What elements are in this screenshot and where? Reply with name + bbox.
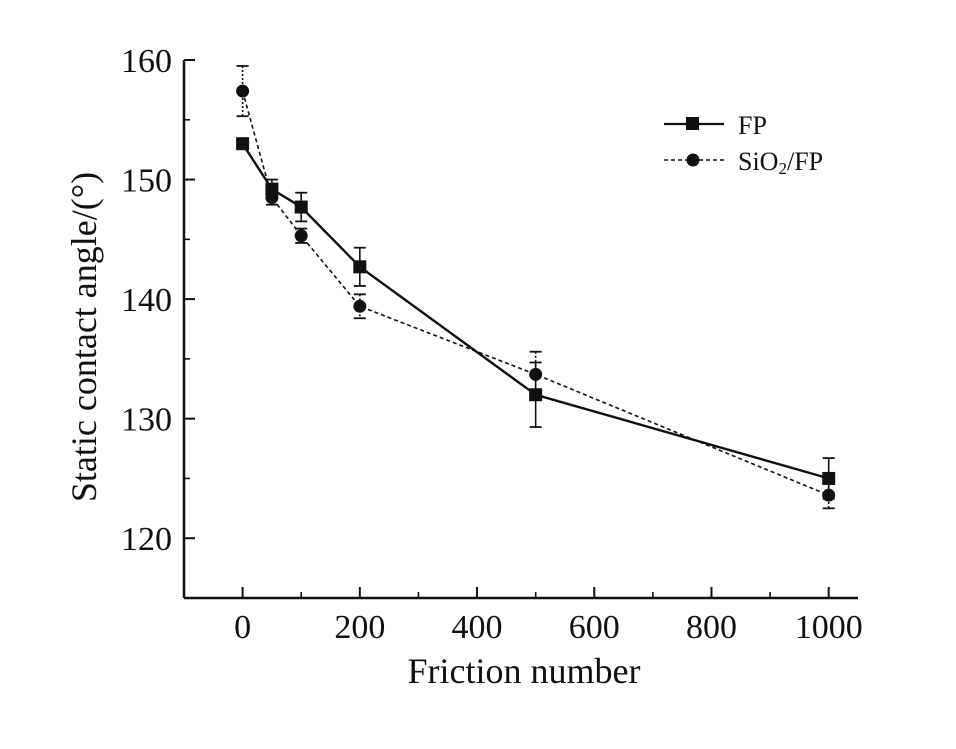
legend-marker-fp — [686, 117, 699, 130]
axes: 120 130 140 150 160 0 200 400 600 800 1000 — [121, 43, 863, 646]
error-bar — [353, 293, 366, 320]
data-point-circle — [236, 84, 250, 98]
y-tick-label: 140 — [121, 282, 172, 319]
error-bar — [529, 350, 542, 399]
data-point-circle — [294, 229, 308, 243]
y-tick-label: 120 — [121, 521, 172, 558]
legend-label-fp: FP — [738, 111, 767, 140]
legend: FP SiO2/FP — [664, 111, 823, 178]
data-point-circle — [529, 367, 543, 381]
data-point-circle — [822, 488, 836, 502]
legend-label-sio2-fp: SiO2/FP — [738, 147, 823, 178]
data-point-square — [294, 200, 308, 214]
series-layer — [236, 65, 836, 510]
data-point-square — [353, 260, 367, 274]
x-tick-label: 1000 — [795, 609, 863, 646]
error-bar — [265, 189, 278, 206]
y-tick-label: 160 — [121, 43, 172, 80]
x-tick-label: 0 — [234, 609, 251, 646]
series-line-fp — [241, 143, 830, 480]
x-tick-label: 200 — [334, 609, 385, 646]
x-tick-label: 600 — [569, 609, 620, 646]
error-bar — [295, 227, 308, 244]
data-point-circle — [265, 190, 279, 204]
data-point-circle — [353, 299, 367, 313]
x-axis-title: Friction number — [408, 651, 641, 691]
data-point-square — [529, 388, 543, 402]
y-axis-title: Static contact angle/(°) — [64, 172, 104, 502]
data-point-square — [236, 137, 250, 151]
y-tick-label: 150 — [121, 163, 172, 200]
legend-marker-sio2-fp — [686, 153, 700, 167]
series-line-sio2-fp — [241, 90, 830, 496]
series-fp — [236, 137, 836, 500]
x-tick-label: 800 — [686, 609, 737, 646]
series-sio2-fp — [236, 65, 836, 510]
y-tick-label: 130 — [121, 402, 172, 439]
x-tick-label: 400 — [452, 609, 503, 646]
